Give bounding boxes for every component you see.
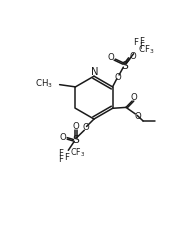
Text: N: N [91,67,98,77]
Text: O: O [82,124,89,133]
Text: CH$_3$: CH$_3$ [35,77,52,90]
Text: O: O [114,73,121,82]
Text: F: F [58,149,63,158]
Text: S: S [121,61,128,71]
Text: O: O [131,93,137,102]
Text: CF$_3$: CF$_3$ [138,43,155,56]
Text: F: F [58,155,63,164]
Text: O: O [72,122,79,131]
Text: CF$_3$: CF$_3$ [70,146,86,159]
Text: F: F [139,42,144,51]
Text: O: O [130,52,136,61]
Text: O: O [60,133,66,142]
Text: F: F [139,36,144,45]
Text: O: O [135,112,142,121]
Text: S: S [72,135,79,144]
Text: F: F [133,38,138,47]
Text: F: F [64,153,69,162]
Text: O: O [108,53,114,62]
